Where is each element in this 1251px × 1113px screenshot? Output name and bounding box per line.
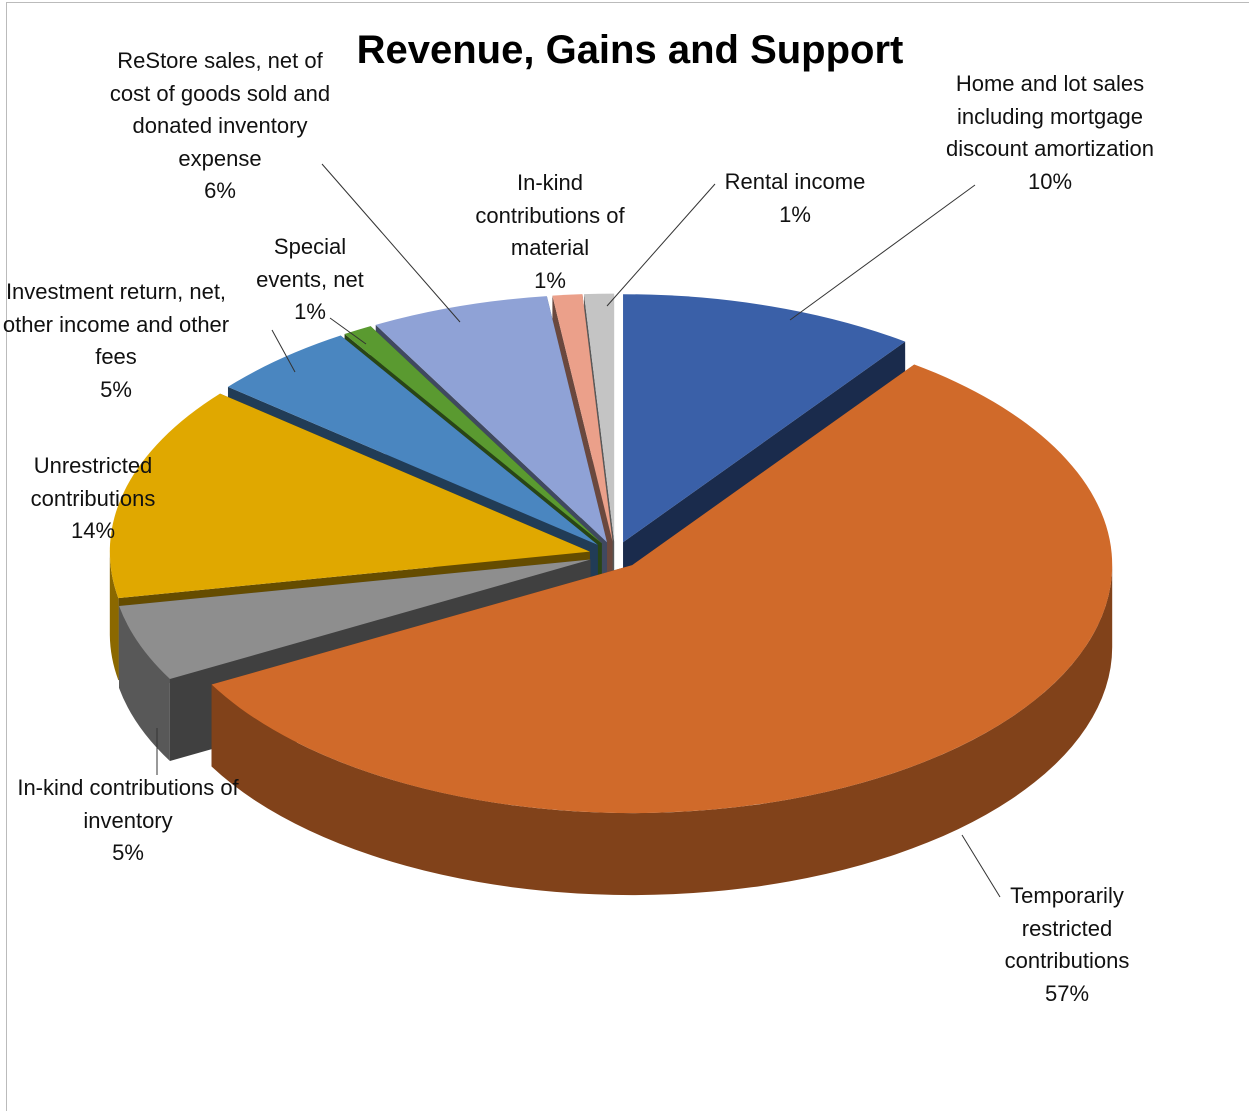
value-label: 10% xyxy=(1027,169,1073,194)
slice xyxy=(344,326,602,544)
value-label: 6% xyxy=(204,178,236,203)
slice xyxy=(623,294,906,543)
value-label: 5% xyxy=(112,840,144,865)
slice-wall xyxy=(109,551,119,681)
chart-title: Revenue, Gains and Support xyxy=(356,28,904,72)
slice-label: In-kind contributions of material xyxy=(475,170,625,260)
value-label: 1% xyxy=(534,268,566,293)
slice-label: Home and lot sales including mortgage di… xyxy=(946,71,1154,161)
slice-label: Special events, net xyxy=(256,234,364,292)
leader-line xyxy=(961,834,1001,898)
frame xyxy=(6,2,1249,1111)
slice-label: In-kind contributions of inventory xyxy=(17,775,239,833)
slice-wall xyxy=(211,565,1113,896)
slice xyxy=(211,364,1113,814)
leader-line xyxy=(329,317,367,345)
value-label: 57% xyxy=(1044,981,1090,1006)
leader-line xyxy=(271,329,296,373)
slice-wall xyxy=(119,606,170,762)
slice-label: ReStore sales, net of cost of goods sold… xyxy=(109,48,331,171)
slice xyxy=(375,296,607,543)
slice xyxy=(119,559,591,680)
slice xyxy=(227,335,598,545)
slice-label: Temporarily restricted contributions xyxy=(1004,883,1130,973)
slice-label: Rental income xyxy=(724,169,866,194)
value-label: 1% xyxy=(779,202,811,227)
value-label: 1% xyxy=(294,299,326,324)
slice xyxy=(584,293,615,542)
slice-label: Investment return, net, other income and… xyxy=(2,279,230,369)
slice xyxy=(552,294,613,542)
value-label: 5% xyxy=(100,377,132,402)
leader-line xyxy=(321,163,461,323)
leader-line xyxy=(606,183,716,307)
value-label: 14% xyxy=(70,518,116,543)
leader-line xyxy=(789,184,976,321)
slice xyxy=(109,393,590,599)
slice-label: Unrestricted contributions xyxy=(30,453,156,511)
